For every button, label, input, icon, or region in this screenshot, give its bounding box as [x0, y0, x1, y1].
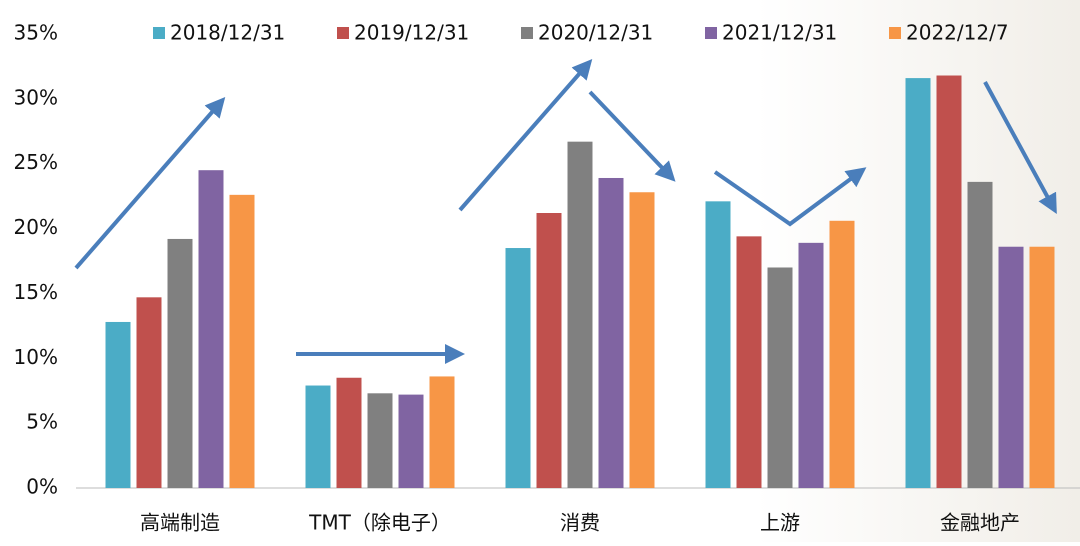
legend-swatch [153, 27, 165, 39]
y-tick-label: 25% [14, 150, 58, 174]
legend-swatch [521, 27, 533, 39]
trend-arrow [983, 81, 1057, 215]
y-tick-label: 5% [26, 410, 58, 434]
bar [705, 201, 731, 488]
bar [367, 393, 393, 488]
y-tick-label: 15% [14, 280, 58, 304]
bar [767, 267, 793, 488]
bar [136, 297, 162, 488]
bar [998, 246, 1024, 488]
bar [336, 377, 362, 488]
bar [1029, 246, 1055, 488]
x-tick-label: 高端制造 [140, 511, 220, 535]
y-tick-label: 35% [14, 21, 58, 45]
legend-swatch [889, 27, 901, 39]
bar [829, 220, 855, 488]
legend-swatch [337, 27, 349, 39]
x-tick-label: 消费 [560, 511, 600, 535]
plot-area: 0% 5% 10% 15% 20% 25% 30% 35% 高端制造 TMT（除电子） 消费 上游 金融… [14, 21, 1080, 535]
legend-label: 2020/12/31 [538, 21, 653, 45]
x-tick-label: 金融地产 [940, 511, 1020, 535]
legend-swatch [705, 27, 717, 39]
y-tick-label: 0% [26, 475, 58, 499]
legend-label: 2022/12/7 [906, 21, 1009, 45]
legend-label: 2018/12/31 [170, 21, 285, 45]
bar [598, 177, 624, 489]
trend-arrow [713, 167, 867, 227]
bar [305, 385, 331, 488]
bar [536, 213, 562, 488]
bar [105, 321, 131, 488]
y-tick-label: 30% [14, 85, 58, 109]
bar [798, 242, 824, 488]
bar [198, 170, 224, 488]
trend-arrow [74, 96, 226, 270]
x-tick-label: 上游 [760, 511, 800, 535]
bar [905, 78, 931, 489]
bar [967, 181, 993, 489]
bar [167, 238, 193, 488]
bar [398, 394, 424, 488]
trend-arrow [588, 90, 676, 182]
bar [936, 75, 962, 488]
y-tick-label: 10% [14, 345, 58, 369]
bar [229, 194, 255, 489]
bar [429, 376, 455, 488]
legend-label: 2019/12/31 [354, 21, 469, 45]
bar [736, 236, 762, 488]
y-tick-label: 20% [14, 215, 58, 239]
trend-arrows [74, 58, 1057, 364]
x-tick-label: TMT（除电子） [308, 511, 451, 535]
trend-arrow [458, 58, 593, 212]
legend-label: 2021/12/31 [722, 21, 837, 45]
bar [505, 248, 531, 488]
bar [629, 192, 655, 488]
bar [567, 141, 593, 489]
